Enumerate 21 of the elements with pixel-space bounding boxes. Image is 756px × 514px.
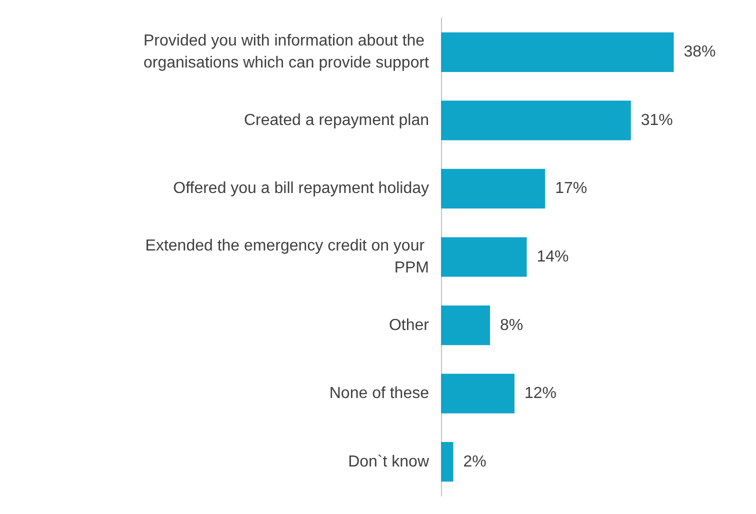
data-label: 38% <box>684 44 716 61</box>
bar <box>441 168 546 209</box>
y-tick-label: Extended the emergency credit on your PPM <box>145 238 429 276</box>
bar <box>441 442 454 482</box>
bar <box>441 237 527 277</box>
data-label: 17% <box>555 180 588 198</box>
y-tick-label: None of these <box>329 385 430 402</box>
y-tick-label: Other <box>388 316 430 334</box>
data-label: 8% <box>500 316 524 334</box>
data-label: 12% <box>524 385 557 402</box>
data-label: 31% <box>640 112 673 129</box>
bar <box>441 32 674 72</box>
y-tick-label: Created a repayment plan <box>244 112 429 129</box>
y-tick-label: Don`t know <box>348 453 430 470</box>
data-label: 14% <box>536 248 569 266</box>
data-label: 2% <box>463 453 486 470</box>
y-tick-label: Offered you a bill repayment holiday <box>173 180 429 198</box>
bar <box>441 100 631 140</box>
bar <box>441 374 514 414</box>
y-tick-label: Provided you with information about the organisations which can provide support <box>144 32 430 72</box>
bar <box>441 305 490 346</box>
